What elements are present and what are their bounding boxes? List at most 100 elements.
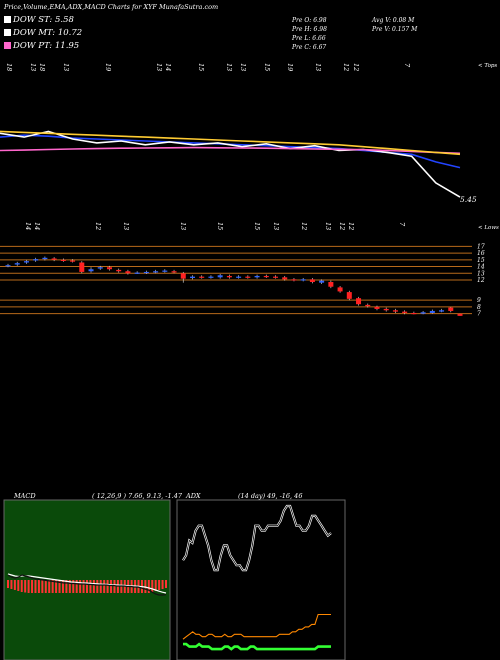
macd-hist-bar [24, 580, 27, 593]
ohlc-value: Avg V: 0.08 M [372, 17, 415, 24]
legend-label: DOW MT: 10.72 [13, 28, 83, 38]
candle-body [291, 279, 297, 281]
low-date-label: 7 [398, 222, 407, 227]
candle-body [346, 292, 352, 299]
candle-body [189, 276, 195, 278]
legend-item: DOW MT: 10.72 [4, 28, 82, 38]
macd-hist-bar [51, 580, 54, 593]
candle-body [162, 270, 168, 272]
macd-line [7, 574, 167, 596]
ohlc-value: Pre H: 6.98 [292, 26, 327, 33]
level-label: 17 [477, 243, 485, 250]
top-date-label: 12 [351, 63, 360, 72]
level-label: 14 [477, 264, 485, 271]
candle-body [70, 260, 76, 262]
macd-hist-bar [17, 580, 20, 591]
low-date-label: 13 [122, 222, 131, 231]
macd-hist-bar [58, 580, 61, 593]
candle-body [51, 258, 57, 260]
candle-body [392, 310, 398, 312]
candle-body [42, 257, 48, 260]
ema-line [0, 130, 461, 156]
top-date-label: 7 [403, 63, 412, 68]
candle-body [429, 310, 435, 313]
macd-hist-bar [106, 580, 109, 593]
candle-body [309, 279, 315, 283]
candle-body [125, 271, 131, 274]
ohlc-value: Pre O: 6.98 [292, 17, 327, 24]
candle-body [374, 306, 380, 309]
macd-hist-bar [96, 580, 99, 593]
candle-body [337, 287, 343, 292]
level-label: 15 [477, 257, 485, 264]
adx-params: (14 day) 49, -16, 46 [238, 492, 303, 500]
candle-body [23, 261, 29, 263]
level-label: 12 [477, 277, 485, 284]
minus-di-line [183, 642, 331, 651]
top-date-label: 12 [342, 63, 351, 72]
chart-title: Price,Volume,EMA,ADX,MACD Charts for XYF… [4, 3, 219, 11]
candle-body [273, 276, 279, 278]
macd-hist-bar [61, 580, 64, 593]
top-date-label: 13 [314, 63, 323, 72]
macd-params: ( 12,26,9 ) 7.66, 9.13, -1.47 [92, 492, 182, 500]
low-date-label: 12 [300, 222, 309, 231]
macd-hist-bar [103, 580, 106, 593]
candle-body [79, 262, 85, 272]
macd-hist-bar [72, 580, 75, 593]
macd-hist-bar [48, 580, 51, 593]
macd-hist-bar [55, 580, 58, 593]
macd-hist-bar [37, 580, 40, 593]
top-date-label: 18 [38, 63, 47, 72]
top-date-label: 15 [197, 63, 206, 72]
macd-hist-bar [75, 580, 78, 593]
macd-hist-bar [89, 580, 92, 593]
top-date-label: 13 [61, 63, 70, 72]
top-date-label: 18 [5, 63, 14, 72]
top-date-label: 15 [262, 63, 271, 72]
ohlc-value: Pre L: 6.66 [292, 35, 326, 42]
candle-body [411, 312, 417, 315]
legend-swatch [4, 29, 11, 36]
macd-hist-bar [79, 580, 82, 593]
candle-body [199, 276, 205, 278]
ohlc-value: Pre V: 0.157 M [372, 26, 418, 33]
level-label: 9 [477, 297, 481, 304]
macd-hist-bar [99, 580, 102, 593]
top-date-label: 13 [225, 63, 234, 72]
macd-hist-bar [161, 580, 164, 589]
candle-body [300, 279, 306, 281]
low-date-label: 13 [178, 222, 187, 231]
candle-body [134, 272, 140, 274]
candle-body [208, 276, 214, 278]
last-price-value: 5.45 [460, 195, 477, 204]
ema-line [0, 130, 461, 198]
top-date-label: 19 [286, 63, 295, 72]
macd-hist-bar [151, 580, 154, 592]
macd-hist-bar [82, 580, 85, 593]
low-date-label: 15 [253, 222, 262, 231]
low-date-label: 14 [33, 222, 42, 231]
candle-body [448, 307, 454, 311]
legend-label: DOW ST: 5.58 [13, 15, 74, 25]
macd-hist-bar [27, 580, 30, 593]
candle-body [282, 277, 288, 280]
candle-body [106, 267, 112, 270]
macd-hist-bar [41, 580, 44, 593]
candle-body [60, 259, 66, 262]
low-date-label: 12 [347, 222, 355, 231]
legend-item: DOW PT: 11.95 [4, 41, 79, 51]
adx-title: ADX [186, 492, 201, 500]
macd-hist-bar [165, 580, 167, 588]
lows-label: < Lows [478, 225, 499, 231]
candle-body [116, 269, 122, 272]
candle-body [14, 263, 20, 265]
macd-hist-bar [86, 580, 88, 593]
candle-body [356, 298, 362, 305]
candle-body [245, 276, 251, 278]
candle-body [457, 313, 463, 316]
candle-body [5, 265, 11, 267]
